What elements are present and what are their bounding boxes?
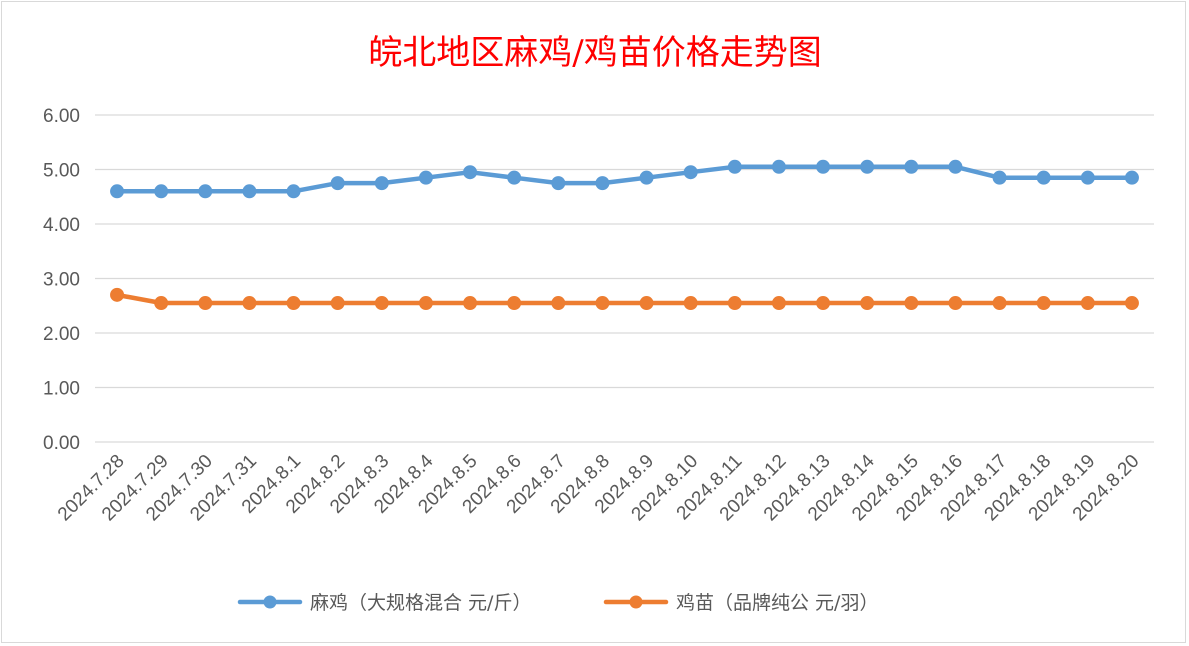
- data-point: [286, 184, 301, 199]
- data-point: [242, 296, 257, 311]
- data-point: [771, 296, 786, 311]
- data-point: [860, 159, 875, 174]
- data-point: [242, 184, 257, 199]
- data-point: [904, 296, 919, 311]
- series-layer: [110, 159, 1139, 311]
- data-point: [463, 296, 478, 311]
- data-point: [507, 170, 522, 185]
- data-point: [816, 296, 831, 311]
- data-point: [595, 176, 610, 191]
- y-tick-label: 4.00: [43, 215, 80, 236]
- data-point: [639, 170, 654, 185]
- data-point: [1080, 296, 1095, 311]
- data-point: [463, 165, 478, 180]
- series-line: [114, 164, 1135, 194]
- x-axis-ticks: 2024.7.282024.7.292024.7.302024.7.312024…: [54, 450, 1143, 525]
- y-axis-ticks: 0.00 1.00 2.00 3.00 4.00 5.00 6.00: [43, 106, 80, 454]
- data-point: [286, 296, 301, 311]
- data-point: [727, 159, 742, 174]
- data-point: [948, 159, 963, 174]
- data-point: [1124, 170, 1139, 185]
- data-point: [330, 176, 345, 191]
- data-point: [992, 170, 1007, 185]
- y-tick-label: 6.00: [43, 106, 80, 127]
- y-tick-label: 1.00: [43, 379, 80, 400]
- data-point: [507, 296, 522, 311]
- y-tick-label: 2.00: [43, 324, 80, 345]
- data-point: [1036, 170, 1051, 185]
- data-point: [683, 165, 698, 180]
- data-point: [154, 296, 169, 311]
- data-point: [154, 184, 169, 199]
- data-point: [639, 296, 654, 311]
- legend-item-1[interactable]: 麻鸡（大规格混合 元/斤）: [237, 592, 531, 614]
- data-point: [110, 184, 125, 199]
- data-point: [1080, 170, 1095, 185]
- data-point: [595, 296, 610, 311]
- data-point: [771, 159, 786, 174]
- y-tick-label: 0.00: [43, 433, 80, 454]
- y-tick-label: 5.00: [43, 161, 80, 182]
- data-point: [860, 296, 875, 311]
- series-2: [110, 287, 1139, 311]
- data-point: [683, 296, 698, 311]
- data-point: [904, 159, 919, 174]
- y-tick-label: 3.00: [43, 270, 80, 291]
- legend-swatch-marker: [263, 595, 277, 609]
- data-point: [418, 296, 433, 311]
- data-point: [1036, 296, 1051, 311]
- legend-label: 鸡苗（品牌纯公 元/羽）: [676, 592, 878, 614]
- series-1: [110, 159, 1139, 199]
- data-point: [816, 159, 831, 174]
- legend: 麻鸡（大规格混合 元/斤） 鸡苗（品牌纯公 元/羽）: [237, 592, 878, 614]
- data-point: [374, 176, 389, 191]
- data-point: [551, 176, 566, 191]
- data-point: [1124, 296, 1139, 311]
- data-point: [330, 296, 345, 311]
- data-point: [418, 170, 433, 185]
- data-point: [948, 296, 963, 311]
- data-point: [198, 296, 213, 311]
- gridlines: [95, 114, 1154, 443]
- data-point: [551, 296, 566, 311]
- legend-item-2[interactable]: 鸡苗（品牌纯公 元/羽）: [603, 592, 878, 614]
- data-point: [992, 296, 1007, 311]
- data-point: [374, 296, 389, 311]
- data-point: [727, 296, 742, 311]
- legend-swatch-marker: [629, 595, 643, 609]
- chart-title: 皖北地区麻鸡/鸡苗价格走势图: [368, 33, 821, 73]
- series-line: [114, 292, 1135, 306]
- data-point: [110, 287, 125, 302]
- data-point: [198, 184, 213, 199]
- legend-label: 麻鸡（大规格混合 元/斤）: [310, 592, 531, 614]
